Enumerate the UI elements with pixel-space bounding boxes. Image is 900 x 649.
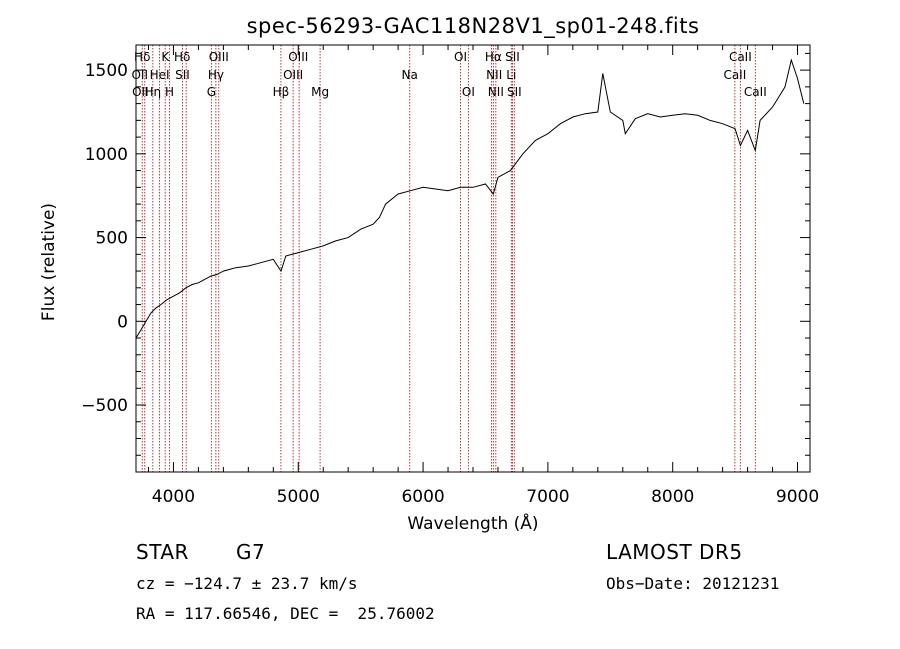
y-tick-label: −500 [81,396,128,416]
x-tick-label: 5000 [277,487,320,507]
object-subclass: G7 [236,540,266,564]
y-axis: −500 0 500 1000 1500 [81,52,810,456]
line-label: NII [486,68,502,82]
x-tick-label: 9000 [776,487,819,507]
spectral-line-markers [141,45,756,472]
chart-title: spec-56293-GAC118N28V1_sp01-248.fits [247,14,700,39]
line-label: Na [402,68,418,82]
x-axis: 4000 5000 6000 7000 8000 9000 [147,45,819,507]
x-axis-label: Wavelength (Å) [407,512,538,534]
x-tick-label: 4000 [152,487,195,507]
y-tick-label: 1500 [85,61,128,81]
line-label: CaII [723,68,746,82]
line-label: CaII [744,85,767,99]
line-label: Hγ [208,68,224,82]
sky-coordinates: RA = 117.66546, DEC = 25.76002 [136,604,435,623]
y-axis-label: Flux (relative) [39,203,59,321]
line-label: HeI [150,68,170,82]
line-label: OIII [288,50,308,64]
x-tick-label: 7000 [526,487,569,507]
line-label: K [161,50,170,64]
object-class: STAR [136,540,189,564]
line-label: SII [505,50,520,64]
spectrum-line-0 [135,58,805,339]
line-label: H [165,85,174,99]
line-label: Mg [311,85,329,99]
observation-date: Obs−Date: 20121231 [606,574,780,593]
x-tick-label: 8000 [651,487,694,507]
velocity-readout: cz = −124.7 ± 23.7 km/s [136,574,358,593]
y-tick-label: 1000 [85,145,128,165]
line-label: OIII [283,68,303,82]
line-label: Hβ [273,85,290,99]
survey-name: LAMOST DR5 [606,540,743,564]
line-label: Hδ [134,50,150,64]
line-label: G [207,85,216,99]
line-label: Li [506,68,516,82]
line-label: OI [454,50,467,64]
line-label: CaII [729,50,752,64]
spectrum-series [135,58,805,339]
line-label: SII [175,68,190,82]
x-tick-label: 6000 [401,487,444,507]
line-label: OI [462,85,475,99]
line-label: OIII [209,50,229,64]
line-label: Hη [145,85,162,99]
line-label: SII [507,85,522,99]
y-tick-label: 0 [117,312,128,332]
line-label: NII [488,85,504,99]
plot-frame [135,44,811,473]
line-label: Hδ [174,50,190,64]
y-tick-label: 500 [96,229,128,249]
line-label: Hα [485,50,502,64]
